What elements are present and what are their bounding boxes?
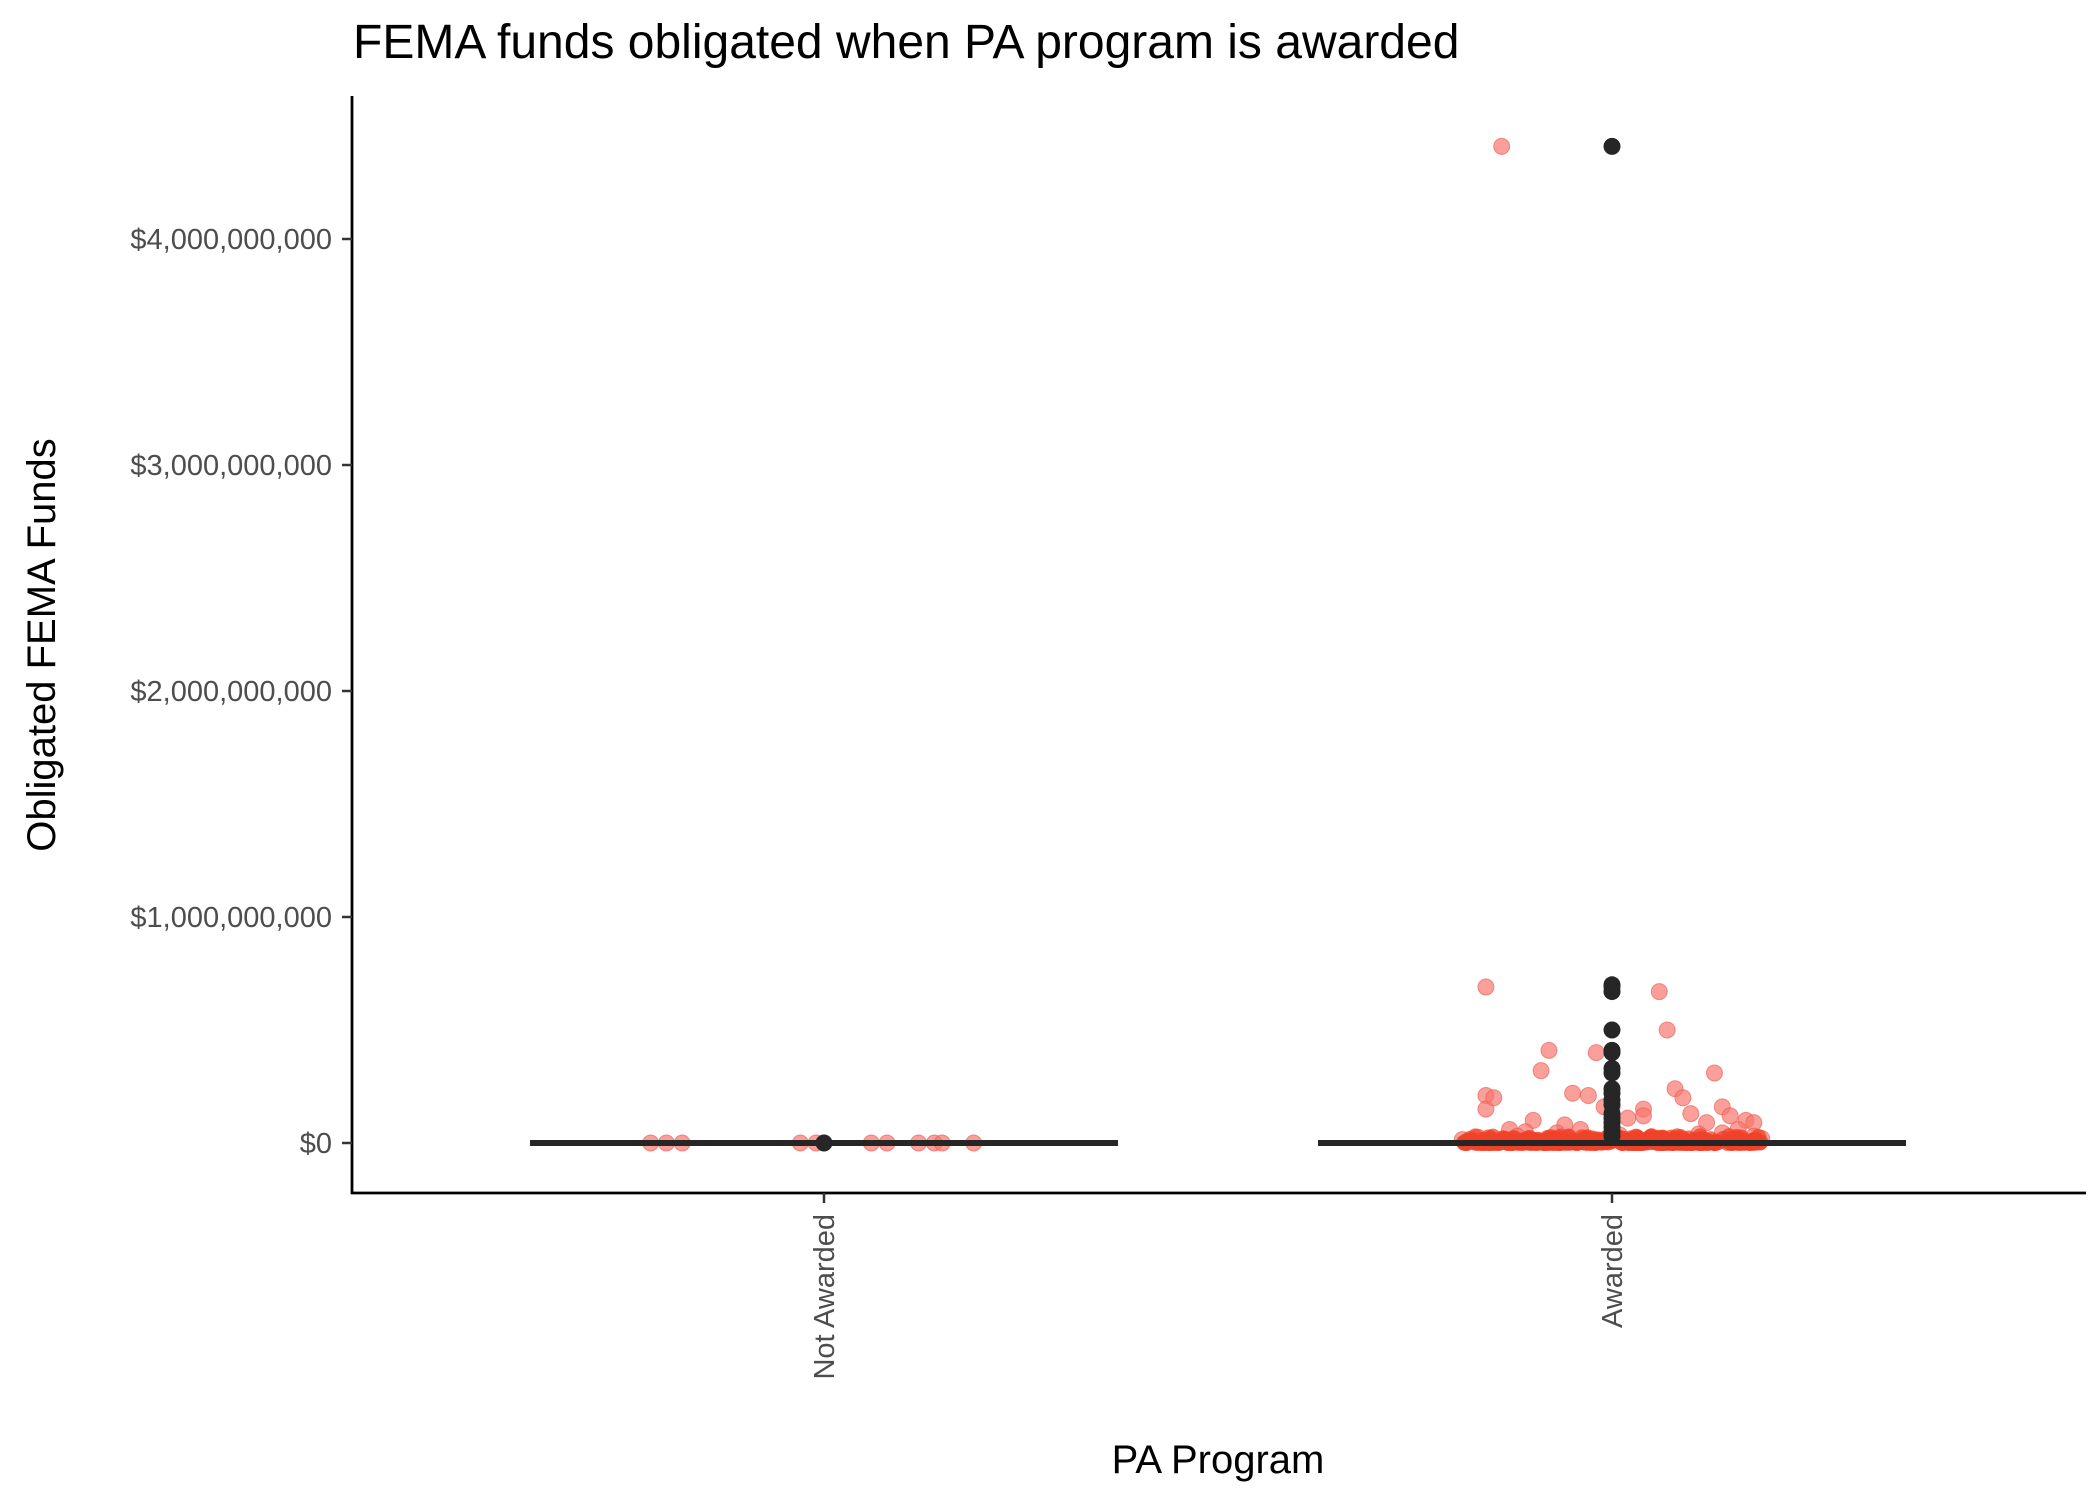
jitter-point [1540, 1041, 1558, 1059]
jitter-points [642, 137, 1771, 1152]
jitter-point [1477, 978, 1495, 996]
jitter-point [1650, 983, 1668, 1001]
boxplot-outlier [1603, 1021, 1621, 1039]
y-tick-label: $0 [300, 1128, 332, 1160]
jitter-point [1485, 1089, 1503, 1107]
jitter-point [1682, 1105, 1700, 1123]
boxplot-outlier [1603, 1127, 1621, 1145]
x-tick-label: Awarded [1597, 1214, 1629, 1328]
y-axis-ticks: $0 $1,000,000,000 $2,000,000,000 $3,000,000… [130, 224, 352, 1160]
boxplot-outlier [815, 1134, 833, 1152]
x-axis-ticks: Not Awarded Awarded [809, 1193, 1629, 1380]
jitter-point [1721, 1107, 1739, 1125]
boxplot-outlier [1603, 137, 1621, 155]
jitter-point [1705, 1064, 1723, 1082]
jitter-point [1579, 1087, 1597, 1105]
jitter-point [1635, 1107, 1653, 1125]
jitter-point [1587, 1044, 1605, 1062]
boxplot-outlier [1603, 1064, 1621, 1082]
boxplots [530, 137, 1906, 1152]
y-axis-title: Obligated FEMA Funds [20, 438, 64, 852]
boxplot-outlier [1603, 983, 1621, 1001]
y-tick-label: $1,000,000,000 [130, 902, 332, 934]
y-tick-label: $3,000,000,000 [130, 450, 332, 482]
jitter-point [1564, 1084, 1582, 1102]
x-tick-label: Not Awarded [809, 1214, 841, 1380]
chart-title: FEMA funds obligated when PA program is … [353, 16, 1459, 69]
y-tick-label: $2,000,000,000 [130, 676, 332, 708]
boxplot-outlier [1603, 1044, 1621, 1062]
jitter-point [1674, 1089, 1692, 1107]
jitter-point [1619, 1109, 1637, 1127]
jitter-point [1532, 1062, 1550, 1080]
x-axis-title: PA Program [1112, 1438, 1325, 1482]
jitter-point [1658, 1021, 1676, 1039]
jitter-point [1493, 137, 1511, 155]
y-tick-label: $4,000,000,000 [130, 224, 332, 256]
